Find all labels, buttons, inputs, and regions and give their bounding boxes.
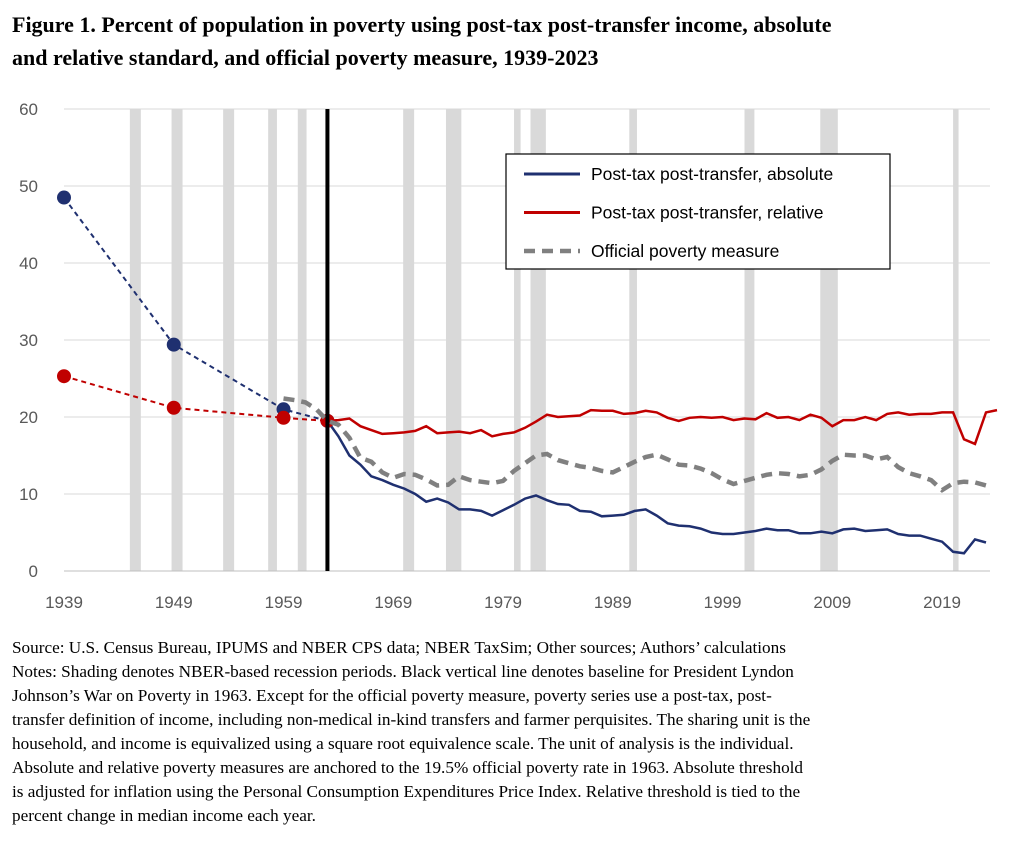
x-tick-label: 1939: [45, 593, 83, 612]
notes-line-3: Johnson’s War on Poverty in 1963. Except…: [12, 686, 772, 705]
title-line-1: Figure 1. Percent of population in pover…: [12, 12, 832, 37]
series-point-absolute: [57, 190, 71, 205]
notes-line-1: Source: U.S. Census Bureau, IPUMS and NB…: [12, 638, 786, 657]
y-tick-label: 60: [19, 100, 38, 119]
legend-label: Official poverty measure: [591, 241, 779, 261]
legend: Post-tax post-transfer, absolute Post-tax…: [505, 153, 891, 270]
series-point-relative: [166, 400, 181, 415]
series-early-dotted-relative: [63, 375, 328, 422]
legend-label: Post-tax post-transfer, absolute: [591, 164, 833, 184]
x-tick-label: 1999: [704, 593, 742, 612]
y-tick-label: 40: [19, 254, 38, 273]
x-tick-label: 2009: [813, 593, 851, 612]
title-line-2: and relative standard, and official pove…: [12, 45, 599, 70]
y-axis-ticks: 0 10 20 30 40 50 60: [19, 100, 38, 581]
y-tick-label: 30: [19, 331, 38, 350]
notes-line-2: Notes: Shading denotes NBER-based recess…: [12, 662, 794, 681]
x-tick-label: 1979: [484, 593, 522, 612]
figure-title: Figure 1. Percent of population in pover…: [12, 8, 1012, 74]
series-point-relative: [57, 369, 71, 384]
series-line-official: [283, 396, 987, 493]
y-tick-label: 0: [29, 562, 38, 581]
notes-line-7: is adjusted for inflation using the Pers…: [12, 782, 801, 801]
notes-line-8: percent change in median income each yea…: [12, 806, 316, 825]
x-tick-label: 1949: [155, 593, 193, 612]
legend-label: Post-tax post-transfer, relative: [591, 203, 823, 223]
x-tick-label: 1989: [594, 593, 632, 612]
x-tick-label: 2019: [923, 593, 961, 612]
notes-line-6: Absolute and relative poverty measures a…: [12, 758, 804, 777]
series-line-relative: [327, 408, 998, 446]
figure-notes: Source: U.S. Census Bureau, IPUMS and NB…: [12, 636, 1016, 828]
notes-line-5: household, and income is equivalized usi…: [12, 734, 794, 753]
x-tick-label: 1959: [265, 593, 303, 612]
series-line-absolute: [326, 420, 987, 555]
series-point-absolute: [166, 337, 181, 352]
notes-line-4: transfer definition of income, including…: [12, 710, 811, 729]
y-tick-label: 20: [19, 408, 38, 427]
series-early-dotted-absolute: [63, 197, 328, 422]
series-point-relative: [276, 410, 291, 425]
series-layer: [57, 190, 998, 555]
y-tick-label: 10: [19, 485, 38, 504]
x-axis-ticks: 1939 1949 1959 1969 1979 1989 1999 2009 2019: [45, 593, 961, 612]
y-tick-label: 50: [19, 177, 38, 196]
x-tick-label: 1969: [374, 593, 412, 612]
